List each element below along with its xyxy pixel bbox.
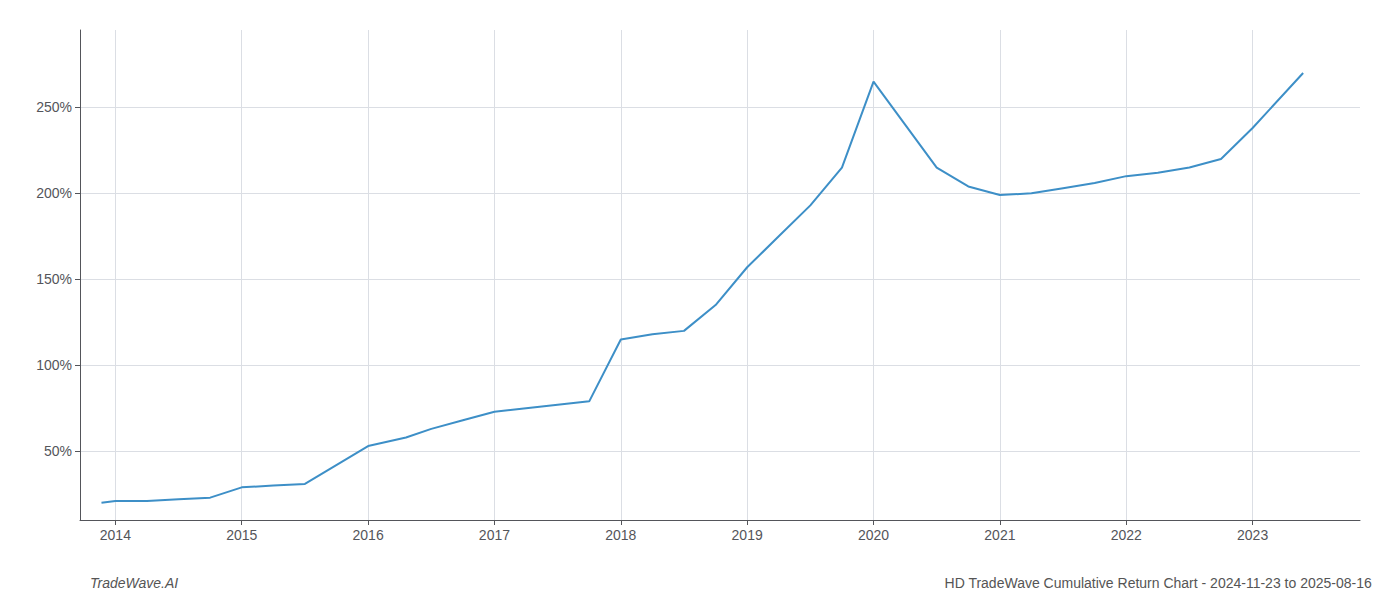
svg-text:HD TradeWave Cumulative Return: HD TradeWave Cumulative Return Chart - 2… [945,575,1372,591]
svg-text:50%: 50% [44,443,72,459]
svg-text:2015: 2015 [226,527,257,543]
svg-text:250%: 250% [36,99,72,115]
svg-text:2017: 2017 [479,527,510,543]
svg-text:TradeWave.AI: TradeWave.AI [90,575,178,591]
svg-text:100%: 100% [36,357,72,373]
svg-text:200%: 200% [36,185,72,201]
svg-text:2018: 2018 [605,527,636,543]
svg-text:2019: 2019 [732,527,763,543]
svg-text:2020: 2020 [858,527,889,543]
svg-text:150%: 150% [36,271,72,287]
svg-text:2023: 2023 [1237,527,1268,543]
svg-text:2022: 2022 [1111,527,1142,543]
svg-text:2021: 2021 [984,527,1015,543]
svg-text:2016: 2016 [353,527,384,543]
svg-text:2014: 2014 [100,527,131,543]
